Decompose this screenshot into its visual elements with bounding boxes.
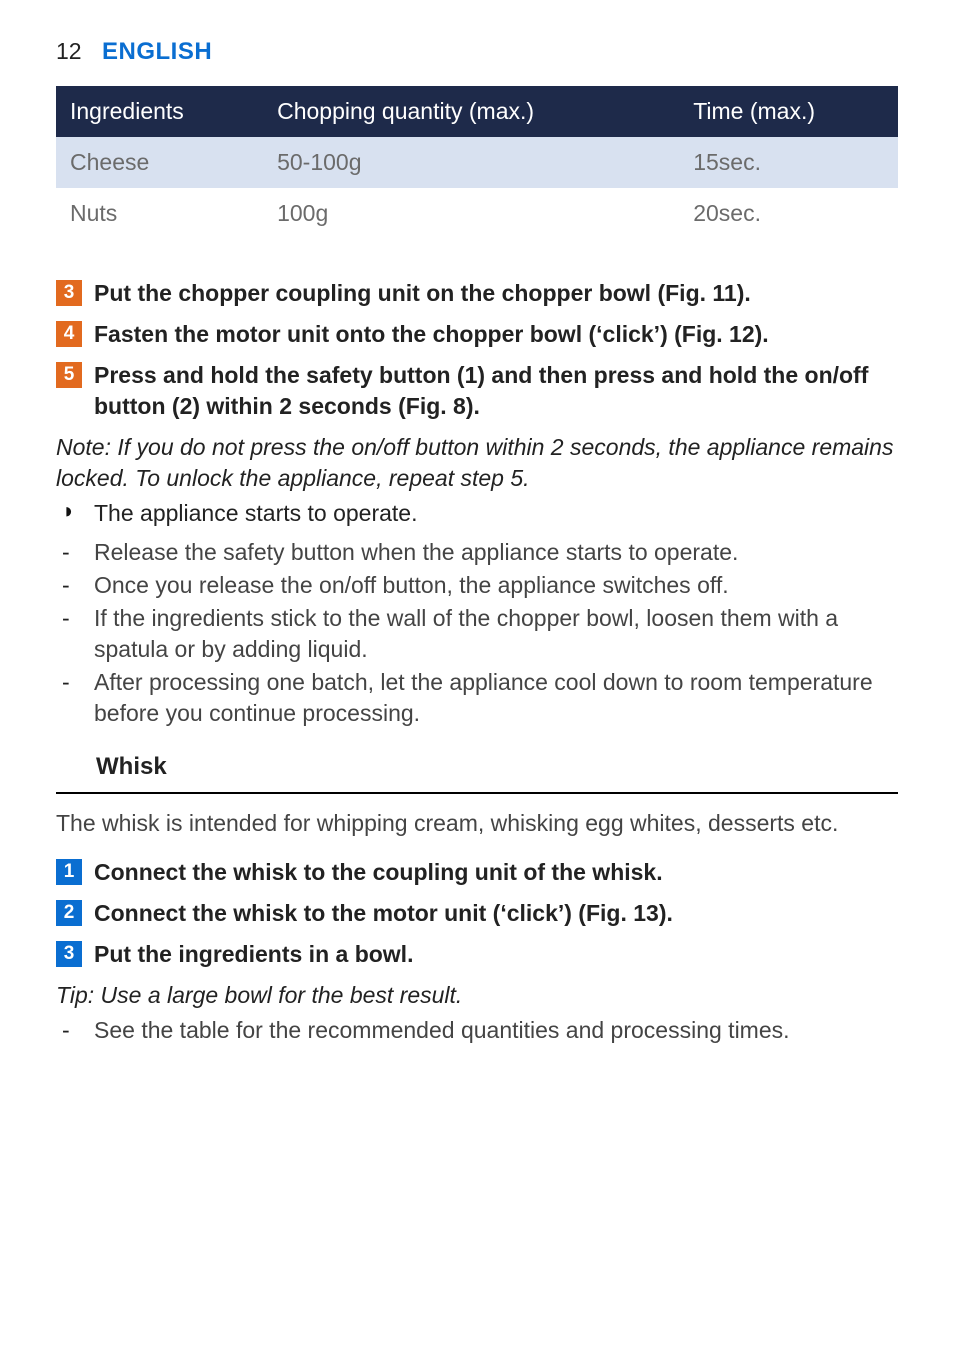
list-item-text: See the table for the recommended quanti… xyxy=(94,1015,898,1046)
cell: 100g xyxy=(263,188,679,239)
list-item-text: If the ingredients stick to the wall of … xyxy=(94,603,898,665)
dash-icon: - xyxy=(56,667,94,698)
step-number-badge: 5 xyxy=(56,362,82,388)
list-item-text: Release the safety button when the appli… xyxy=(94,537,898,568)
step-item: 2 Connect the whisk to the motor unit (‘… xyxy=(56,898,898,929)
step-number-badge: 4 xyxy=(56,321,82,347)
page-header: 12 ENGLISH xyxy=(56,36,898,68)
step-item: 3 Put the ingredients in a bowl. xyxy=(56,939,898,970)
result-bullets: ◗ The appliance starts to operate. xyxy=(56,498,898,529)
list-item: -If the ingredients stick to the wall of… xyxy=(56,603,898,665)
step-text: Connect the whisk to the motor unit (‘cl… xyxy=(94,898,898,929)
table-row: Nuts 100g 20sec. xyxy=(56,188,898,239)
step-number-badge: 1 xyxy=(56,859,82,885)
table-header-row: Ingredients Chopping quantity (max.) Tim… xyxy=(56,86,898,137)
cell: 50-100g xyxy=(263,137,679,188)
cell: Nuts xyxy=(56,188,263,239)
step-item: 5 Press and hold the safety button (1) a… xyxy=(56,360,898,422)
list-item-text: After processing one batch, let the appl… xyxy=(94,667,898,729)
dash-icon: - xyxy=(56,603,94,634)
step-number-badge: 2 xyxy=(56,900,82,926)
list-item-text: Once you release the on/off button, the … xyxy=(94,570,898,601)
language-label: ENGLISH xyxy=(102,38,212,65)
step-item: 1 Connect the whisk to the coupling unit… xyxy=(56,857,898,888)
whisk-intro: The whisk is intended for whipping cream… xyxy=(56,808,898,839)
tip-text: Tip: Use a large bowl for the best resul… xyxy=(56,980,898,1011)
note-text: Note: If you do not press the on/off but… xyxy=(56,432,898,494)
list-item-text: The appliance starts to operate. xyxy=(94,498,898,529)
list-item: -Once you release the on/off button, the… xyxy=(56,570,898,601)
whisk-dashes: -See the table for the recommended quant… xyxy=(56,1015,898,1046)
step-text: Fasten the motor unit onto the chopper b… xyxy=(94,319,898,350)
step-text: Connect the whisk to the coupling unit o… xyxy=(94,857,898,888)
dash-icon: - xyxy=(56,1015,94,1046)
list-item: -See the table for the recommended quant… xyxy=(56,1015,898,1046)
col-time: Time (max.) xyxy=(679,86,898,137)
dash-icon: - xyxy=(56,537,94,568)
ingredients-table: Ingredients Chopping quantity (max.) Tim… xyxy=(56,86,898,239)
chopper-steps: 3 Put the chopper coupling unit on the c… xyxy=(56,278,898,422)
col-quantity: Chopping quantity (max.) xyxy=(263,86,679,137)
step-number-badge: 3 xyxy=(56,941,82,967)
page-number: 12 xyxy=(56,38,82,64)
step-number-badge: 3 xyxy=(56,280,82,306)
cell: Cheese xyxy=(56,137,263,188)
section-rule xyxy=(56,792,898,794)
step-item: 3 Put the chopper coupling unit on the c… xyxy=(56,278,898,309)
cell: 15sec. xyxy=(679,137,898,188)
step-text: Press and hold the safety button (1) and… xyxy=(94,360,898,422)
cell: 20sec. xyxy=(679,188,898,239)
list-item: -After processing one batch, let the app… xyxy=(56,667,898,729)
bullet-icon: ◗ xyxy=(56,498,94,524)
whisk-steps: 1 Connect the whisk to the coupling unit… xyxy=(56,857,898,970)
notes-dashes: -Release the safety button when the appl… xyxy=(56,537,898,729)
step-text: Put the chopper coupling unit on the cho… xyxy=(94,278,898,309)
step-item: 4 Fasten the motor unit onto the chopper… xyxy=(56,319,898,350)
col-ingredients: Ingredients xyxy=(56,86,263,137)
list-item: ◗ The appliance starts to operate. xyxy=(56,498,898,529)
step-text: Put the ingredients in a bowl. xyxy=(94,939,898,970)
dash-icon: - xyxy=(56,570,94,601)
section-heading-whisk: Whisk xyxy=(96,751,898,789)
list-item: -Release the safety button when the appl… xyxy=(56,537,898,568)
table-row: Cheese 50-100g 15sec. xyxy=(56,137,898,188)
